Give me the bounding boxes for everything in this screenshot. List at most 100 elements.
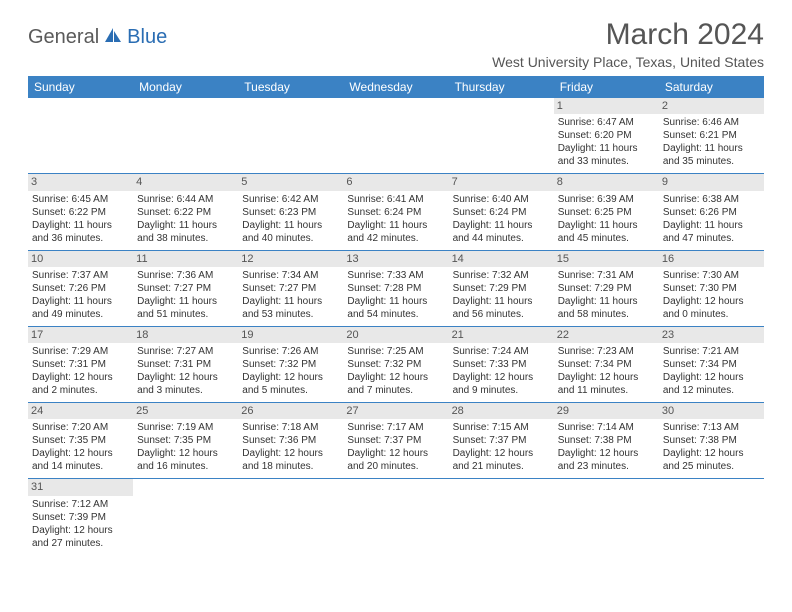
sunset-text: Sunset: 7:27 PM <box>242 282 339 295</box>
day-number: 15 <box>554 251 659 267</box>
sunrise-text: Sunrise: 6:45 AM <box>32 193 129 206</box>
calendar-cell: 26Sunrise: 7:18 AMSunset: 7:36 PMDayligh… <box>238 403 343 479</box>
calendar-cell: 27Sunrise: 7:17 AMSunset: 7:37 PMDayligh… <box>343 403 448 479</box>
calendar-cell: 24Sunrise: 7:20 AMSunset: 7:35 PMDayligh… <box>28 403 133 479</box>
day-number: 24 <box>28 403 133 419</box>
sunset-text: Sunset: 7:30 PM <box>663 282 760 295</box>
calendar-row: 24Sunrise: 7:20 AMSunset: 7:35 PMDayligh… <box>28 403 764 479</box>
sunset-text: Sunset: 6:23 PM <box>242 206 339 219</box>
calendar-cell <box>343 479 448 555</box>
calendar-cell: 10Sunrise: 7:37 AMSunset: 7:26 PMDayligh… <box>28 250 133 326</box>
calendar-cell: 15Sunrise: 7:31 AMSunset: 7:29 PMDayligh… <box>554 250 659 326</box>
day-number: 10 <box>28 251 133 267</box>
sunrise-text: Sunrise: 6:47 AM <box>558 116 655 129</box>
calendar-row: 17Sunrise: 7:29 AMSunset: 7:31 PMDayligh… <box>28 326 764 402</box>
calendar-cell <box>28 98 133 174</box>
sunset-text: Sunset: 7:35 PM <box>32 434 129 447</box>
sunrise-text: Sunrise: 7:32 AM <box>453 269 550 282</box>
sunset-text: Sunset: 7:32 PM <box>347 358 444 371</box>
calendar-cell <box>554 479 659 555</box>
sunrise-text: Sunrise: 7:14 AM <box>558 421 655 434</box>
daylight-text: Daylight: 11 hours and 44 minutes. <box>453 219 550 245</box>
calendar-cell: 13Sunrise: 7:33 AMSunset: 7:28 PMDayligh… <box>343 250 448 326</box>
sunrise-text: Sunrise: 7:15 AM <box>453 421 550 434</box>
day-number: 14 <box>449 251 554 267</box>
daylight-text: Daylight: 12 hours and 2 minutes. <box>32 371 129 397</box>
sunset-text: Sunset: 7:38 PM <box>558 434 655 447</box>
title-block: March 2024 West University Place, Texas,… <box>492 18 764 70</box>
day-header: Friday <box>554 76 659 98</box>
sunrise-text: Sunrise: 6:46 AM <box>663 116 760 129</box>
calendar-cell: 8 Sunrise: 6:39 AMSunset: 6:25 PMDaylight… <box>554 174 659 250</box>
day-number: 30 <box>659 403 764 419</box>
sunrise-text: Sunrise: 6:40 AM <box>453 193 550 206</box>
sunset-text: Sunset: 6:22 PM <box>137 206 234 219</box>
day-number: 22 <box>554 327 659 343</box>
day-number: 8 <box>554 174 659 190</box>
calendar-cell: 25Sunrise: 7:19 AMSunset: 7:35 PMDayligh… <box>133 403 238 479</box>
calendar-cell: 14Sunrise: 7:32 AMSunset: 7:29 PMDayligh… <box>449 250 554 326</box>
day-number: 31 <box>28 479 133 495</box>
calendar-cell <box>238 98 343 174</box>
calendar-cell <box>238 479 343 555</box>
daylight-text: Daylight: 12 hours and 20 minutes. <box>347 447 444 473</box>
sunset-text: Sunset: 7:31 PM <box>137 358 234 371</box>
sunset-text: Sunset: 7:29 PM <box>558 282 655 295</box>
day-number: 27 <box>343 403 448 419</box>
day-number: 12 <box>238 251 343 267</box>
calendar-cell: 6Sunrise: 6:41 AMSunset: 6:24 PMDaylight… <box>343 174 448 250</box>
sunset-text: Sunset: 7:39 PM <box>32 511 129 524</box>
logo-text-blue: Blue <box>127 26 167 49</box>
sunset-text: Sunset: 7:31 PM <box>32 358 129 371</box>
day-number: 21 <box>449 327 554 343</box>
calendar-cell: 1Sunrise: 6:47 AMSunset: 6:20 PMDaylight… <box>554 98 659 174</box>
sunset-text: Sunset: 7:34 PM <box>558 358 655 371</box>
calendar-cell: 7Sunrise: 6:40 AMSunset: 6:24 PMDaylight… <box>449 174 554 250</box>
day-number: 9 <box>659 174 764 190</box>
sunset-text: Sunset: 6:24 PM <box>347 206 444 219</box>
day-number: 2 <box>659 98 764 114</box>
sunrise-text: Sunrise: 6:39 AM <box>558 193 655 206</box>
day-header: Wednesday <box>343 76 448 98</box>
daylight-text: Daylight: 11 hours and 58 minutes. <box>558 295 655 321</box>
day-header: Thursday <box>449 76 554 98</box>
calendar-cell: 28Sunrise: 7:15 AMSunset: 7:37 PMDayligh… <box>449 403 554 479</box>
sunrise-text: Sunrise: 7:34 AM <box>242 269 339 282</box>
calendar-cell: 5Sunrise: 6:42 AMSunset: 6:23 PMDaylight… <box>238 174 343 250</box>
daylight-text: Daylight: 11 hours and 54 minutes. <box>347 295 444 321</box>
calendar-cell: 3Sunrise: 6:45 AMSunset: 6:22 PMDaylight… <box>28 174 133 250</box>
sunrise-text: Sunrise: 7:26 AM <box>242 345 339 358</box>
daylight-text: Daylight: 11 hours and 33 minutes. <box>558 142 655 168</box>
daylight-text: Daylight: 11 hours and 35 minutes. <box>663 142 760 168</box>
calendar-cell: 17Sunrise: 7:29 AMSunset: 7:31 PMDayligh… <box>28 326 133 402</box>
daylight-text: Daylight: 11 hours and 51 minutes. <box>137 295 234 321</box>
calendar-cell: 18Sunrise: 7:27 AMSunset: 7:31 PMDayligh… <box>133 326 238 402</box>
calendar-cell <box>659 479 764 555</box>
daylight-text: Daylight: 12 hours and 25 minutes. <box>663 447 760 473</box>
day-number: 16 <box>659 251 764 267</box>
daylight-text: Daylight: 12 hours and 18 minutes. <box>242 447 339 473</box>
logo: General Blue <box>28 26 167 49</box>
calendar-row: 1Sunrise: 6:47 AMSunset: 6:20 PMDaylight… <box>28 98 764 174</box>
daylight-text: Daylight: 11 hours and 36 minutes. <box>32 219 129 245</box>
calendar-cell <box>133 479 238 555</box>
page-subtitle: West University Place, Texas, United Sta… <box>492 54 764 70</box>
sunset-text: Sunset: 6:25 PM <box>558 206 655 219</box>
sunset-text: Sunset: 6:24 PM <box>453 206 550 219</box>
sunset-text: Sunset: 6:26 PM <box>663 206 760 219</box>
day-header: Sunday <box>28 76 133 98</box>
header: General Blue March 2024 West University … <box>28 18 764 70</box>
daylight-text: Daylight: 12 hours and 12 minutes. <box>663 371 760 397</box>
calendar-cell: 11Sunrise: 7:36 AMSunset: 7:27 PMDayligh… <box>133 250 238 326</box>
calendar-cell: 2Sunrise: 6:46 AMSunset: 6:21 PMDaylight… <box>659 98 764 174</box>
day-number: 23 <box>659 327 764 343</box>
daylight-text: Daylight: 12 hours and 7 minutes. <box>347 371 444 397</box>
day-number: 25 <box>133 403 238 419</box>
day-number: 4 <box>133 174 238 190</box>
calendar-row: 10Sunrise: 7:37 AMSunset: 7:26 PMDayligh… <box>28 250 764 326</box>
sunset-text: Sunset: 7:38 PM <box>663 434 760 447</box>
sunrise-text: Sunrise: 7:13 AM <box>663 421 760 434</box>
sunset-text: Sunset: 7:36 PM <box>242 434 339 447</box>
daylight-text: Daylight: 11 hours and 45 minutes. <box>558 219 655 245</box>
calendar-cell <box>449 98 554 174</box>
